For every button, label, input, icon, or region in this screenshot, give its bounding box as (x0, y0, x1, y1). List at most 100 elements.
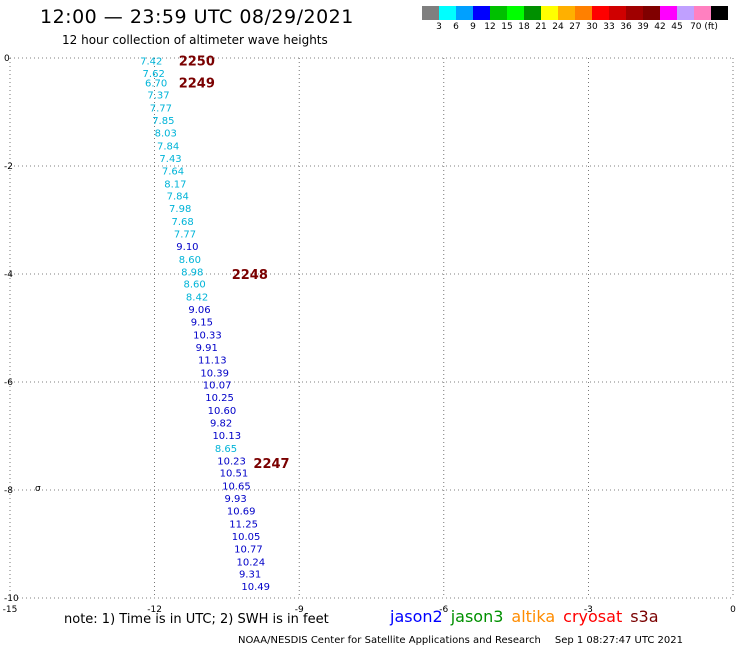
color-swatch-9 (575, 6, 592, 20)
wave-height-value: 8.60 (184, 280, 206, 291)
color-swatch-2 (456, 6, 473, 20)
color-scale-label: 42 (654, 22, 666, 32)
x-tick-label: 0 (730, 605, 736, 615)
color-swatch-7 (541, 6, 558, 20)
color-swatch-10 (592, 6, 609, 20)
x-tick-label: -15 (3, 605, 18, 615)
wave-height-value: 9.82 (210, 419, 232, 430)
land-fragment-mark: σ (35, 484, 41, 494)
wave-height-value: 8.60 (179, 255, 201, 266)
wave-height-value: 7.84 (157, 141, 179, 152)
y-tick-label: -6 (4, 378, 13, 388)
wave-height-value: 8.42 (186, 293, 208, 304)
color-swatch-11 (609, 6, 626, 20)
wave-height-value: 9.91 (196, 343, 218, 354)
wave-height-value: 10.23 (217, 456, 246, 467)
wave-height-value: 11.25 (229, 519, 258, 530)
credit-text: NOAA/NESDIS Center for Satellite Applica… (238, 635, 541, 646)
wave-height-value: 8.65 (215, 444, 237, 455)
footer-credit: NOAA/NESDIS Center for Satellite Applica… (238, 635, 683, 646)
wave-height-value: 7.37 (147, 91, 169, 102)
wave-height-values: 7.427.626.707.377.777.858.037.847.437.64… (140, 57, 270, 593)
wave-height-value: 10.07 (203, 381, 232, 392)
color-scale-label: 12 (484, 22, 496, 32)
y-tick-label: -4 (4, 270, 13, 280)
color-swatch-6 (524, 6, 541, 20)
x-tick-label: -3 (584, 605, 593, 615)
wave-height-value: 7.43 (159, 154, 181, 165)
pass-number-label: 2249 (179, 76, 215, 91)
wave-height-value: 7.84 (167, 192, 189, 203)
color-scale-label: 3 (436, 22, 442, 32)
pass-labels: 2250 2249 2248 2247 (179, 55, 290, 472)
color-swatch-3 (473, 6, 490, 20)
y-tick-label: -2 (4, 162, 13, 172)
axis-ticks: -15 -12 -9 -6 -3 0 0 -2 -4 -6 -8 -10 (3, 54, 736, 615)
color-scale-label: 21 (535, 22, 547, 32)
y-tick-label: -10 (4, 594, 19, 604)
wave-height-value: 6.70 (145, 78, 167, 89)
satellite-altika: altika (511, 607, 556, 626)
color-scale-label: 70 (ft) (690, 22, 718, 32)
wave-height-value: 10.77 (234, 544, 263, 555)
wave-height-value: 11.13 (198, 355, 227, 366)
color-swatch-8 (558, 6, 575, 20)
pass-number-label: 2250 (179, 55, 215, 70)
wave-height-value: 7.64 (162, 166, 184, 177)
wave-height-value: 7.68 (171, 217, 193, 228)
color-scale-label: 9 (470, 22, 476, 32)
wave-height-value: 10.69 (227, 507, 256, 518)
generation-timestamp: Sep 1 08:27:47 UTC 2021 (554, 635, 683, 646)
color-swatch-13 (643, 6, 660, 20)
color-swatch-5 (507, 6, 524, 20)
wave-height-value: 7.98 (169, 204, 191, 215)
wave-height-value: 8.98 (181, 267, 203, 278)
color-swatch-17 (711, 6, 728, 20)
color-swatch-15 (677, 6, 694, 20)
wave-height-value: 9.31 (239, 570, 261, 581)
wave-height-value: 7.62 (143, 69, 165, 80)
color-swatch-1 (439, 6, 456, 20)
pass-number-label: 2247 (253, 457, 289, 472)
map-title: 12:00 — 23:59 UTC 08/29/2021 (40, 6, 354, 28)
wave-height-value: 8.17 (164, 179, 186, 190)
footnote: note: 1) Time is in UTC; 2) SWH is in fe… (64, 612, 329, 627)
color-scale-label: 45 (671, 22, 683, 32)
wave-height-value: 7.77 (174, 230, 196, 241)
wave-height-value: 10.05 (232, 532, 261, 543)
wave-height-value: 10.51 (220, 469, 249, 480)
x-tick-label: -6 (439, 605, 448, 615)
color-swatch-16 (694, 6, 711, 20)
wave-height-value: 8.03 (155, 129, 177, 140)
map-subtitle: 12 hour collection of altimeter wave hei… (62, 33, 328, 47)
color-scale-label: 24 (552, 22, 564, 32)
x-tick-label: -12 (147, 605, 162, 615)
color-scale-label: 15 (501, 22, 513, 32)
color-scale-label: 36 (620, 22, 632, 32)
wave-height-value: 7.77 (150, 104, 172, 115)
color-swatch-12 (626, 6, 643, 20)
satellite-cryosat: cryosat (563, 607, 623, 626)
wave-height-value: 10.49 (241, 582, 270, 593)
wave-height-value: 10.60 (208, 406, 237, 417)
wave-height-value: 7.42 (140, 57, 162, 68)
color-scale-label: 6 (453, 22, 459, 32)
satellite-legend: jason2 jason3 altika cryosat s3a (390, 607, 667, 626)
satellite-jason3: jason3 (450, 607, 504, 626)
wave-height-value: 7.85 (152, 116, 174, 127)
x-tick-label: -9 (295, 605, 304, 615)
wave-height-value: 9.93 (224, 494, 246, 505)
color-swatch-0 (422, 6, 439, 20)
wave-height-value: 9.10 (176, 242, 198, 253)
wave-height-value: 9.06 (188, 305, 210, 316)
color-swatch-4 (490, 6, 507, 20)
wave-height-value: 10.13 (212, 431, 241, 442)
satellite-s3a: s3a (630, 607, 659, 626)
color-scale-label: 27 (569, 22, 581, 32)
wave-height-value: 10.39 (200, 368, 229, 379)
color-scale-label: 18 (518, 22, 530, 32)
color-scale-bar (422, 6, 728, 20)
wave-height-value: 10.25 (205, 393, 234, 404)
color-scale-label: 39 (637, 22, 649, 32)
